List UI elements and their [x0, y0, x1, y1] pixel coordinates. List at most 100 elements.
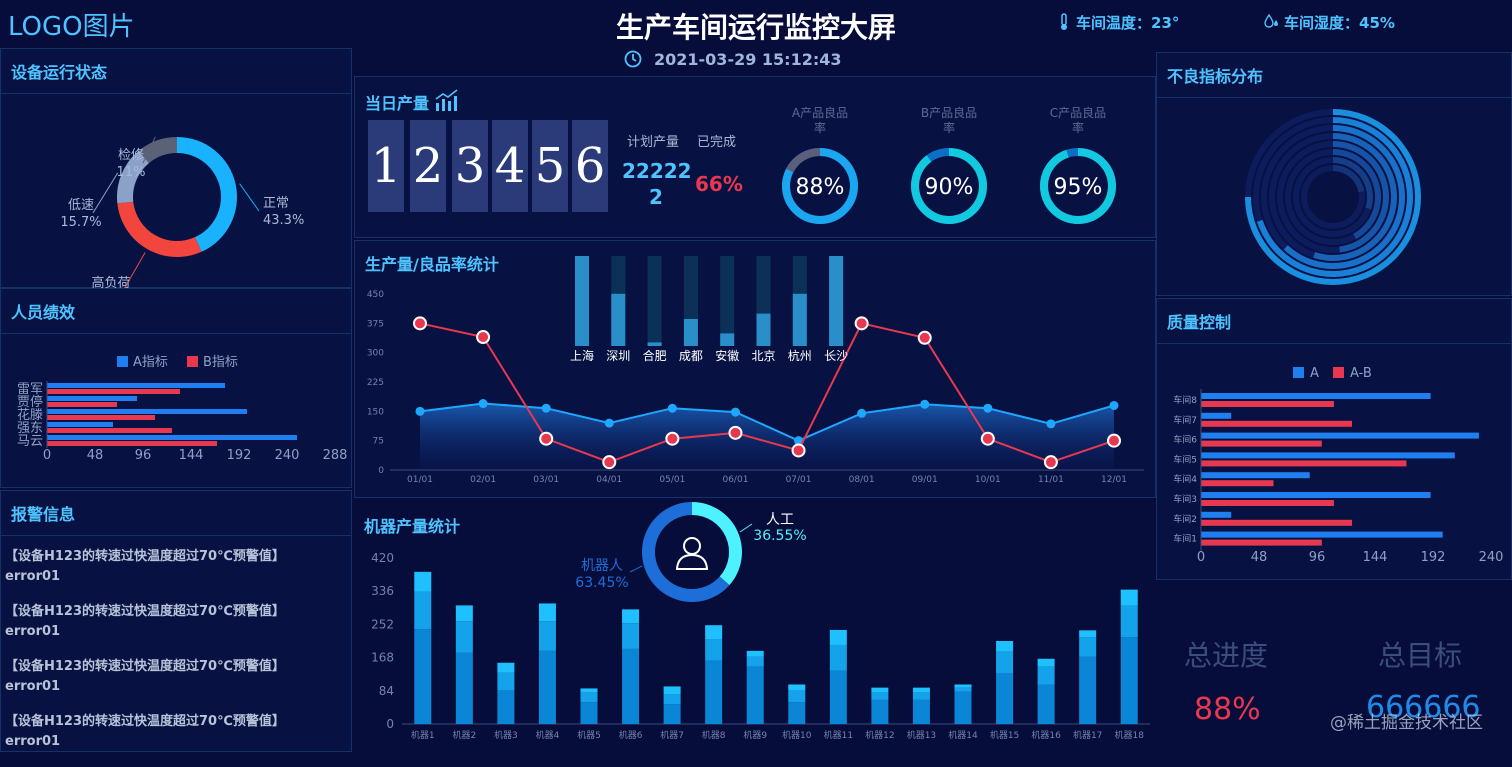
red-point [728, 425, 743, 440]
bar-b [47, 402, 117, 407]
staff-panel: 人员绩效 A指标 B指标 雷军 贾停 花滕 强东 马云 0 48 96 144 192 240 288 [0, 288, 352, 488]
total-target-value: 666666 [1366, 690, 1481, 725]
machine-bar-segment [829, 629, 847, 645]
panel-title: 人员绩效 [11, 303, 76, 322]
pie-slice [642, 502, 730, 602]
x-tick-label: 192 [1421, 550, 1446, 565]
category-label: 车间4 [1173, 473, 1197, 485]
machine-bar-segment [829, 644, 847, 671]
category-label: 车间8 [1173, 394, 1197, 406]
machine-bar-segment [580, 692, 598, 703]
bar-a [47, 383, 225, 388]
blue-point [857, 408, 867, 418]
y-tick-label: 0 [386, 717, 394, 731]
category-label: 马云 [17, 434, 43, 449]
rate-label: 率 [943, 120, 955, 135]
bar-b [1201, 539, 1322, 546]
machine-bar-segment [996, 641, 1014, 652]
series-line-red [419, 322, 1115, 464]
gauge-value: 95% [1054, 175, 1103, 200]
x-tick-label: 机器18 [1114, 729, 1144, 741]
alarm-item: 【设备H123的转速过快温度超过70℃预警值】 error01 [5, 602, 349, 642]
machine-bar-segment [912, 687, 930, 693]
category-label: 花滕 [17, 407, 43, 423]
x-tick-label: 0 [43, 448, 51, 463]
machine-bar-segment [1079, 637, 1097, 657]
x-tick-label: 机器4 [536, 729, 560, 741]
red-point [476, 330, 491, 345]
x-tick-label: 10/01 [975, 475, 1001, 485]
city-bar [829, 256, 844, 346]
alarm-item: 【设备H123的转速过快温度超过70℃预警值】 error01 [5, 547, 349, 587]
label-line [239, 183, 260, 212]
total-target-label: 总目标 [1378, 639, 1463, 672]
rate-label: A产品良品 [792, 105, 848, 120]
slice-name: 检修 [118, 148, 144, 163]
machine-bar-segment [538, 621, 556, 651]
x-tick-label: 机器12 [865, 729, 894, 741]
machine-bar-segment [1079, 656, 1097, 724]
x-tick-label: 08/01 [849, 475, 875, 485]
x-tick-label: 144 [1363, 550, 1388, 565]
machine-bar-segment [1120, 589, 1138, 606]
x-tick-label: 03/01 [533, 475, 559, 485]
panel-title: 质量控制 [1167, 313, 1232, 332]
machine-bar-segment [663, 704, 681, 724]
total-progress-value: 88% [1194, 692, 1261, 727]
bar-a [47, 435, 297, 440]
machine-bar-segment [455, 605, 473, 622]
label-line [739, 523, 753, 533]
machine-bar-segment [1037, 666, 1055, 685]
category-label: 车间3 [1173, 493, 1197, 505]
machine-bar-segment [455, 621, 473, 653]
legend-swatch-b [187, 356, 198, 367]
x-tick-label: 07/01 [786, 475, 812, 485]
y-tick-label: 300 [367, 349, 384, 359]
machine-bar-segment [1037, 684, 1055, 724]
bar-b [1201, 420, 1353, 427]
machine-bar-segment [663, 694, 681, 705]
total-progress-label: 总进度 [1184, 639, 1269, 672]
machine-bar-segment [746, 656, 764, 667]
x-tick-label: 12/01 [1101, 475, 1127, 485]
category-label: 雷军 [17, 382, 43, 397]
slice-value: 43.3% [263, 213, 304, 228]
city-label: 深圳 [606, 349, 630, 363]
temperature-text: 车间温度：23° [1076, 14, 1180, 32]
label-line [123, 252, 146, 289]
pie-bg [642, 502, 742, 602]
bar-b [1201, 480, 1274, 487]
quality-panel: 质量控制 A A-B 车间8 车间7 车间6 车间5 车间4 车间3 车间2 车间1 0 48 96 14… [1156, 298, 1512, 580]
city-bar [756, 313, 771, 346]
machine-bar-segment [705, 660, 723, 724]
x-tick-label: 240 [1479, 550, 1504, 565]
x-tick-label: 11/01 [1038, 475, 1064, 485]
logo: LOGO图片 [8, 12, 135, 42]
x-tick-label: 96 [135, 448, 152, 463]
x-tick-label: 机器2 [452, 729, 476, 741]
slice-name: 低速 [68, 198, 94, 213]
category-label: 车间5 [1173, 453, 1197, 465]
pie-slice [692, 502, 742, 586]
slice-name: 正常 [263, 196, 289, 211]
machine-bar-segment [871, 699, 889, 724]
machine-bar-segment [580, 702, 598, 724]
series-line-blue [419, 402, 1115, 442]
x-tick-label: 240 [275, 448, 300, 463]
legend-swatch-a [117, 356, 128, 367]
x-tick-label: 04/01 [596, 475, 622, 485]
blue-point [983, 403, 993, 413]
bar-b [47, 389, 180, 394]
y-tick-label: 375 [367, 319, 384, 329]
gauge-value: 90% [925, 175, 974, 200]
machine-bar-segment [622, 623, 640, 649]
city-label: 安徽 [715, 348, 739, 363]
y-tick-label: 75 [373, 437, 384, 447]
x-tick-label: 96 [1309, 550, 1326, 565]
legend-label-b: A-B [1350, 366, 1372, 381]
y-tick-label: 150 [367, 407, 384, 417]
machine-bar-segment [497, 672, 515, 691]
machine-bar-segment [538, 650, 556, 724]
category-label: 车间1 [1173, 533, 1197, 545]
